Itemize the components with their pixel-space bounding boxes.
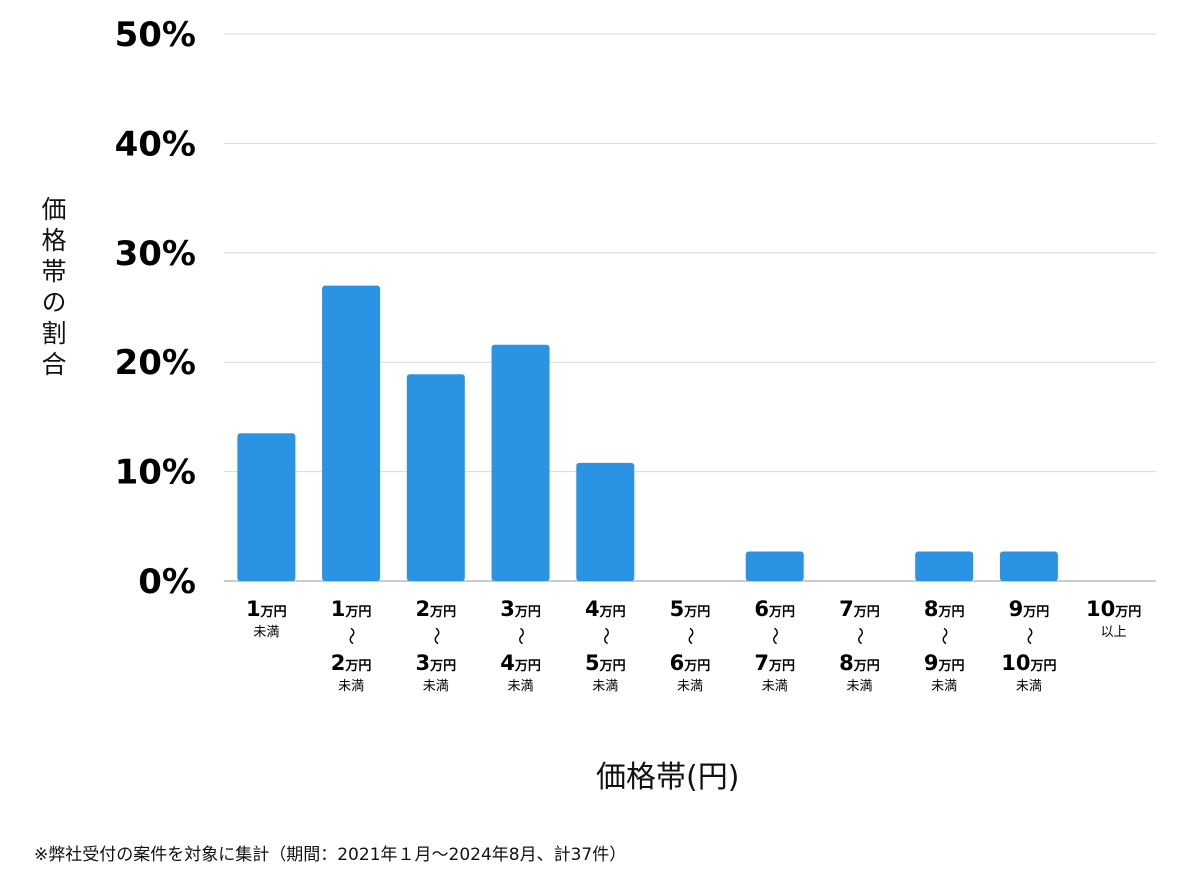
svg-text:8万円: 8万円 — [924, 597, 965, 621]
svg-text:〜: 〜 — [340, 627, 361, 645]
x-tick-labels: 1万円未満1万円〜2万円未満2万円〜3万円未満3万円〜4万円未満4万円〜5万円未… — [246, 597, 1141, 694]
svg-text:未満: 未満 — [253, 625, 279, 640]
bar — [915, 551, 974, 581]
svg-text:3万円: 3万円 — [415, 651, 456, 675]
y-tick-label: 10% — [115, 453, 196, 493]
x-axis-label: 価格帯(円) — [596, 760, 740, 795]
bar — [576, 462, 635, 581]
bar — [237, 433, 296, 581]
svg-text:未満: 未満 — [1016, 679, 1042, 694]
svg-text:2万円: 2万円 — [415, 597, 456, 621]
svg-text:〜: 〜 — [933, 627, 954, 645]
svg-text:〜: 〜 — [1018, 627, 1039, 645]
svg-text:9万円: 9万円 — [1009, 597, 1050, 621]
y-tick-labels: 0% 10% 20% 30% 40% 50% — [115, 15, 196, 602]
svg-text:1万円: 1万円 — [246, 597, 287, 621]
bars — [237, 285, 1058, 581]
y-tick-label: 40% — [115, 124, 196, 164]
svg-text:10万円: 10万円 — [1086, 597, 1141, 621]
bar — [322, 285, 381, 581]
y-tick-label: 0% — [138, 562, 196, 602]
y-tick-label: 30% — [115, 234, 196, 274]
y-tick-label: 50% — [115, 15, 196, 55]
svg-text:以上: 以上 — [1101, 625, 1127, 640]
svg-text:4万円: 4万円 — [585, 597, 626, 621]
bar — [745, 551, 804, 581]
svg-text:未満: 未満 — [592, 679, 618, 694]
svg-text:6万円: 6万円 — [754, 597, 795, 621]
bar — [999, 551, 1058, 581]
svg-text:未満: 未満 — [677, 679, 703, 694]
svg-text:5万円: 5万円 — [585, 651, 626, 675]
y-tick-label: 20% — [115, 343, 196, 383]
svg-text:未満: 未満 — [846, 679, 872, 694]
svg-text:〜: 〜 — [510, 627, 531, 645]
svg-text:未満: 未満 — [931, 679, 957, 694]
svg-text:1万円: 1万円 — [331, 597, 372, 621]
svg-text:7万円: 7万円 — [839, 597, 880, 621]
svg-text:〜: 〜 — [425, 627, 446, 645]
svg-text:7万円: 7万円 — [754, 651, 795, 675]
svg-text:10万円: 10万円 — [1001, 651, 1056, 675]
svg-text:〜: 〜 — [848, 627, 869, 645]
footnote: ※弊社受付の案件を対象に集計（期間：2021年１月〜2024年8月、計37件） — [34, 845, 627, 865]
bar — [491, 344, 550, 581]
svg-text:未満: 未満 — [338, 679, 364, 694]
svg-text:〜: 〜 — [764, 627, 785, 645]
svg-text:5万円: 5万円 — [670, 597, 711, 621]
svg-text:4万円: 4万円 — [500, 651, 541, 675]
svg-text:〜: 〜 — [594, 627, 615, 645]
svg-text:9万円: 9万円 — [924, 651, 965, 675]
svg-text:未満: 未満 — [423, 679, 449, 694]
svg-text:未満: 未満 — [762, 679, 788, 694]
svg-text:6万円: 6万円 — [670, 651, 711, 675]
svg-text:2万円: 2万円 — [331, 651, 372, 675]
svg-text:8万円: 8万円 — [839, 651, 880, 675]
svg-text:〜: 〜 — [679, 627, 700, 645]
svg-text:3万円: 3万円 — [500, 597, 541, 621]
y-axis-label: 価格帯の割合 — [38, 196, 67, 382]
bar — [406, 374, 465, 581]
svg-text:未満: 未満 — [508, 679, 534, 694]
